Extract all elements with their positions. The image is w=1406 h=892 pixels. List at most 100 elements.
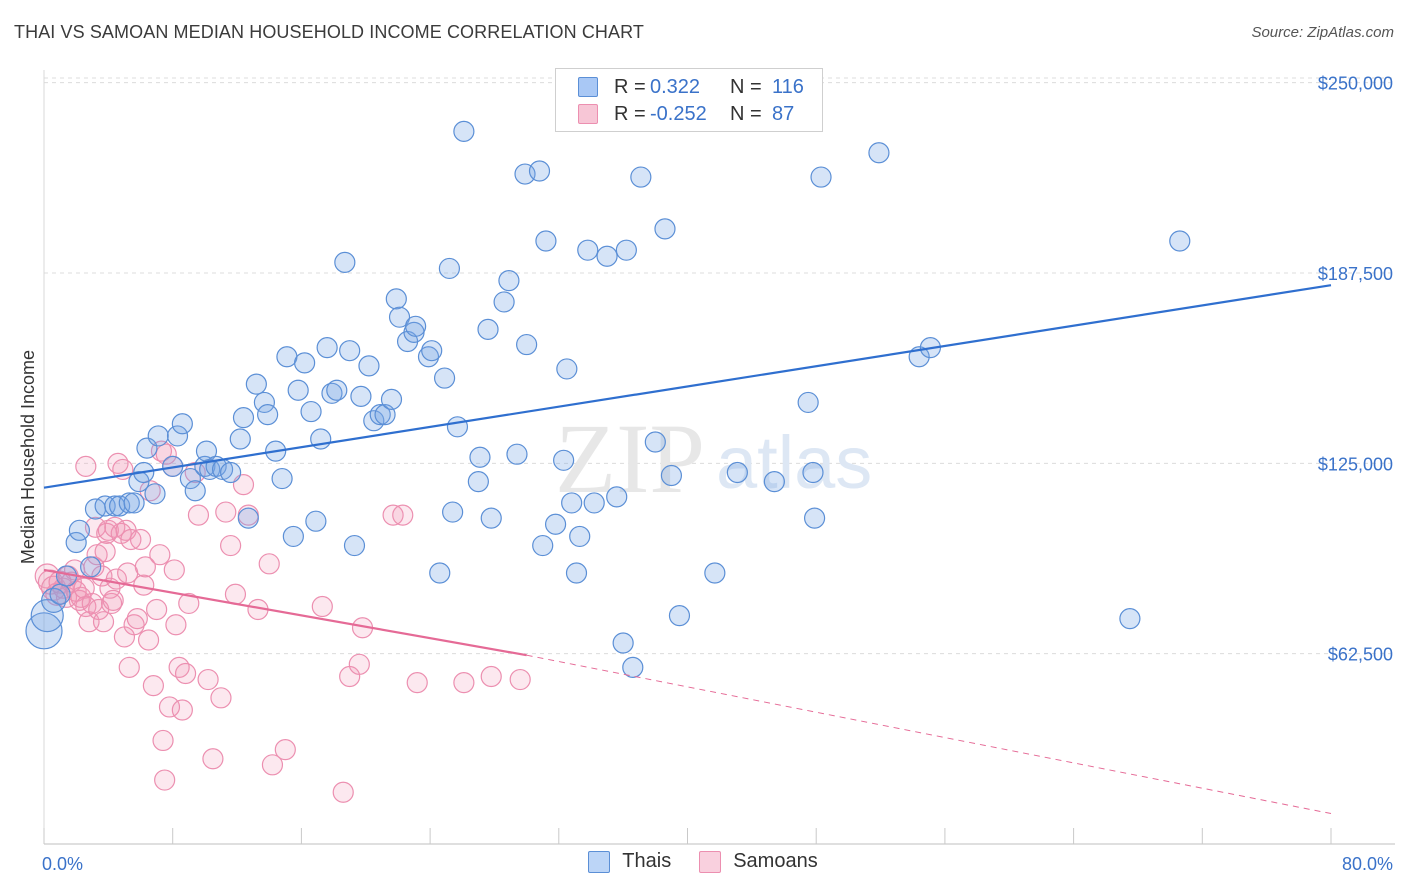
legend: R = 0.322 N = 116 R = -0.252 N = 87: [555, 68, 823, 132]
samoans-point: [158, 696, 181, 718]
chart-title: THAI VS SAMOAN MEDIAN HOUSEHOLD INCOME C…: [14, 22, 645, 42]
x-tick-label-min: 0.0%: [42, 854, 83, 874]
samoans-point: [142, 675, 164, 697]
y-axis-label: Median Household Income: [18, 350, 38, 564]
thais-point: [80, 556, 102, 578]
thais-point: [147, 425, 169, 447]
samoans-point: [118, 656, 140, 678]
y-tick-label: $187,500: [1318, 264, 1393, 284]
thais-point: [421, 340, 443, 362]
samoans-point: [392, 504, 414, 526]
thais-point: [305, 510, 327, 532]
thais-point: [316, 337, 338, 359]
samoans-point: [274, 738, 296, 761]
y-tick-label: $125,000: [1318, 454, 1393, 474]
legend-r-label: R =: [614, 102, 646, 125]
legend-n-value: 116: [772, 75, 804, 98]
thais-point: [606, 486, 628, 508]
thais-point: [380, 388, 403, 410]
thais-point: [1119, 608, 1141, 630]
samoans-trend-line: [43, 568, 527, 657]
thais-point: [257, 404, 279, 426]
thais-point: [339, 340, 361, 362]
series-legend-thais[interactable]: Thais: [588, 850, 671, 873]
thais-point: [363, 410, 385, 432]
samoans-point: [149, 544, 171, 566]
thais-point: [358, 355, 380, 377]
thais-point: [276, 346, 298, 368]
thais-point: [417, 346, 440, 368]
thais-point: [343, 534, 366, 557]
thais-point: [630, 166, 652, 188]
thais-point: [668, 605, 691, 627]
x-tick-label-max: 80.0%: [1342, 854, 1393, 874]
thais-point: [622, 656, 644, 678]
thais-point: [271, 467, 293, 490]
samoans-point: [210, 687, 232, 709]
watermark: ZIP atlas: [555, 403, 872, 514]
thais-point: [446, 416, 469, 438]
samoans-point: [232, 474, 255, 496]
legend-row-samoans: R = -0.252 N = 87: [578, 99, 794, 129]
thais-point: [334, 251, 356, 273]
samoans-point: [123, 614, 145, 636]
thais-point: [544, 513, 567, 535]
axis-layer: [43, 70, 1395, 845]
samoans-point: [202, 748, 224, 770]
thais-point: [561, 492, 583, 514]
thais-point: [369, 404, 391, 426]
legend-n-value: 87: [772, 102, 795, 125]
samoans-point: [509, 668, 531, 691]
thais-point: [294, 352, 316, 374]
source-credit: Source: ZipAtlas.com: [1251, 24, 1394, 41]
thais-point: [797, 391, 819, 414]
legend-swatch-samoans: [578, 104, 598, 124]
samoans-point: [480, 665, 502, 688]
thais-point: [493, 291, 515, 313]
thais-point: [660, 464, 683, 487]
thais-point: [229, 428, 251, 450]
thais-point: [438, 257, 461, 280]
samoans-point: [261, 754, 284, 776]
thais-point: [144, 483, 166, 505]
thais-point: [220, 461, 242, 484]
thais-point: [350, 385, 372, 407]
thais-point: [802, 461, 824, 484]
y-tick-label: $250,000: [1318, 74, 1393, 94]
samoans-point: [81, 592, 103, 615]
samoans-point: [187, 504, 210, 526]
thais-point: [583, 492, 605, 514]
thais-point: [433, 367, 456, 389]
samoans-point: [258, 553, 280, 575]
thais-points: [25, 120, 1191, 678]
samoans-point: [348, 653, 370, 675]
thais-point: [232, 407, 255, 429]
samoans-point: [311, 595, 333, 618]
y-tick-labels: $62,500 $125,000 $187,500 $250,000: [1318, 74, 1393, 665]
series-label-thais: Thais: [622, 850, 672, 872]
thais-point: [556, 358, 578, 380]
samoans-point: [84, 516, 107, 538]
samoans-point: [224, 583, 247, 605]
thais-point: [569, 525, 591, 548]
thais-point: [535, 230, 557, 252]
samoans-point: [174, 662, 197, 685]
thais-point: [1169, 230, 1191, 252]
samoans-point: [332, 781, 354, 803]
thais-point: [385, 288, 407, 310]
thais-point: [615, 239, 637, 261]
series-legend: Thais Samoans: [0, 850, 1406, 873]
samoans-point: [134, 556, 156, 578]
legend-r-value: 0.322: [650, 75, 701, 98]
thais-point: [405, 315, 427, 337]
thais-point: [30, 599, 64, 633]
thais-point: [65, 531, 87, 554]
thais-point: [179, 467, 201, 490]
thais-point: [596, 245, 618, 267]
samoans-point: [152, 729, 174, 752]
samoans-point: [406, 671, 428, 694]
thais-point: [68, 519, 90, 541]
series-legend-samoans[interactable]: Samoans: [699, 850, 818, 873]
thais-point: [166, 425, 189, 447]
samoans-point: [75, 455, 97, 477]
